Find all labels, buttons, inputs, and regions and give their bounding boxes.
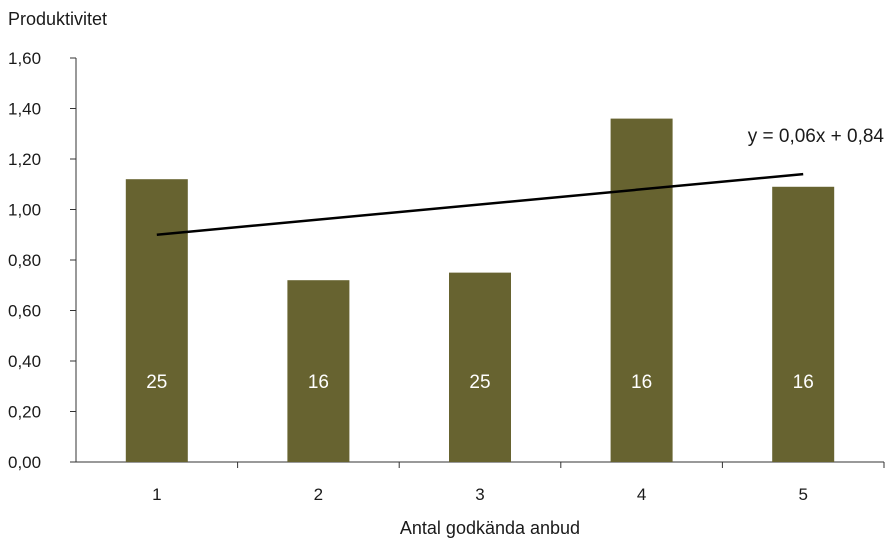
y-tick-label: 0,20 (8, 403, 41, 422)
x-tick-label: 3 (475, 485, 484, 504)
bar (125, 179, 188, 462)
x-tick-label: 4 (637, 485, 646, 504)
y-tick-label: 0,80 (8, 251, 41, 270)
bar-data-label: 25 (146, 372, 167, 393)
bar (449, 272, 511, 462)
x-tick-label: 2 (314, 485, 323, 504)
y-tick-label: 1,00 (8, 201, 41, 220)
bar (287, 280, 350, 462)
bar-data-label: 16 (793, 372, 814, 393)
axes: 0,00 0,20 0,40 0,60 0,80 1,00 1,20 1,40 1,60 (8, 49, 885, 472)
bar-data-label: 25 (469, 372, 490, 393)
x-tick-label: 1 (152, 485, 161, 504)
y-tick-label: 0,00 (8, 453, 41, 472)
x-axis-title: Antal godkända anbud (400, 518, 580, 538)
y-tick-label: 1,40 (8, 100, 41, 119)
y-axis-title: Produktivitet (8, 9, 107, 29)
y-tick-label: 0,40 (8, 352, 41, 371)
bar-data-label: 16 (308, 372, 329, 393)
bars: 25 1 16 2 25 3 16 4 16 5 (125, 118, 835, 504)
x-tick-label: 5 (798, 485, 807, 504)
bar-data-label: 16 (631, 372, 652, 393)
bar (772, 186, 835, 462)
trendline-line (156, 172, 804, 236)
y-tick-label: 0,60 (8, 302, 41, 321)
y-tick-label: 1,20 (8, 150, 41, 169)
trendline (156, 172, 804, 236)
y-tick-label: 1,60 (8, 49, 41, 68)
trendline-label: y = 0,06x + 0,84 (748, 126, 885, 147)
bar (610, 118, 673, 462)
